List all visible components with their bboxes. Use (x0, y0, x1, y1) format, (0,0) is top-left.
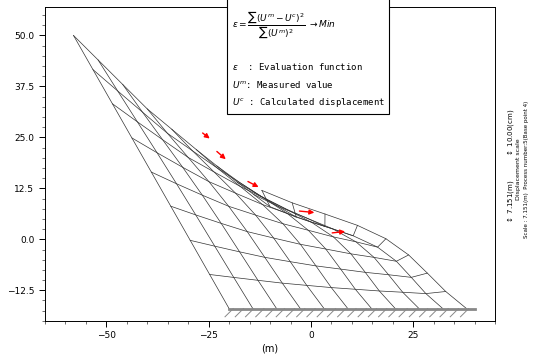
Text: Displacement scale: Displacement scale (516, 138, 521, 200)
Text: $\updownarrow$ 7.151(m): $\updownarrow$ 7.151(m) (505, 179, 516, 224)
Text: $\updownarrow$ 10.00(cm): $\updownarrow$ 10.00(cm) (505, 109, 516, 157)
X-axis label: (m): (m) (261, 343, 279, 353)
Text: Scale : 7.151(m)  Process number:5(Base point 4): Scale : 7.151(m) Process number:5(Base p… (524, 100, 529, 238)
Text: $\varepsilon = \dfrac{\sum(U^m - U^c)^2}{\sum(U^m)^2}\ \rightarrow Min$

$\varep: $\varepsilon = \dfrac{\sum(U^m - U^c)^2}… (232, 10, 385, 109)
